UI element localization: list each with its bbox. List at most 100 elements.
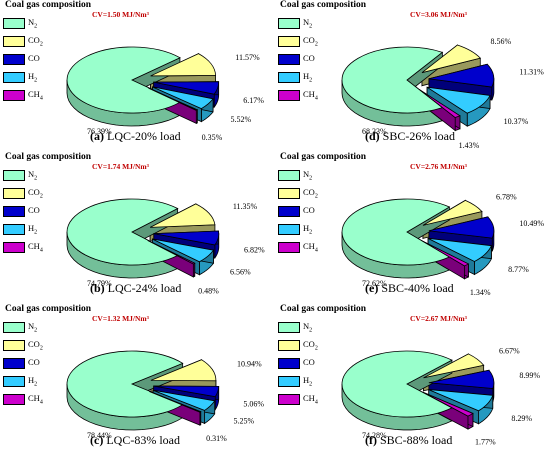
pie-slice [152, 238, 215, 263]
pie-data-label: 11.57% [235, 53, 260, 62]
legend-label: CH4 [303, 393, 318, 406]
legend-swatch [278, 18, 300, 29]
legend-label: H2 [303, 71, 313, 84]
legend-swatch [278, 358, 300, 369]
pie-slice [427, 237, 493, 262]
pie-data-label: 8.99% [519, 371, 540, 380]
legend-swatch [278, 206, 300, 217]
pie-data-label: 6.67% [499, 347, 520, 356]
legend-label: CO [28, 357, 40, 367]
chart-panel: 72.62% 6.78% 10.49% 8.77% 1.34% Coal gas comp… [275, 152, 550, 304]
legend-label: CO2 [303, 339, 318, 352]
pie-slice [149, 203, 216, 228]
pie-slice [66, 350, 184, 418]
panel-caption: (e) SBC-40% load [365, 281, 454, 295]
panel-caption: (f) SBC-88% load [365, 433, 453, 447]
pie-data-label: 0.35% [202, 133, 223, 142]
cv-label: CV=3.06 MJ/Nm³ [410, 10, 467, 19]
legend-swatch [3, 224, 25, 235]
pie-data-label: 11.31% [519, 67, 544, 76]
pie-slice [428, 389, 494, 412]
pie-data-label: 74.28% [362, 431, 387, 440]
pie-slice [149, 391, 202, 413]
pie-slice [153, 230, 220, 246]
legend-label: CO2 [303, 187, 318, 200]
pie-slice [150, 359, 217, 382]
legend-label: N2 [28, 17, 38, 30]
legend-label: N2 [28, 169, 38, 182]
pie-chart-svg: 76.39% 11.57% 6.17% 5.52% 0.35% [66, 46, 264, 142]
legend-label: CH4 [28, 393, 43, 406]
pie-data-label: 8.29% [511, 414, 532, 423]
legend-label: CH4 [28, 89, 43, 102]
legend-label: H2 [28, 375, 38, 388]
legend-swatch [278, 188, 300, 199]
legend-label: CO2 [28, 187, 43, 200]
legend-swatch [278, 322, 300, 333]
legend-title: Coal gas composition [5, 304, 92, 314]
chart-panel: 78.44% 10.94% 5.06% 5.25% 0.31% Coal gas comp… [0, 304, 275, 456]
legend-label: N2 [303, 17, 313, 30]
cv-label: CV=1.74 MJ/Nm³ [92, 162, 149, 171]
legend-swatch [3, 18, 25, 29]
pie-slice [428, 369, 495, 389]
pie-data-label: 6.78% [496, 192, 517, 201]
legend-label: CO2 [28, 35, 43, 48]
pie-slice [153, 81, 220, 95]
legend-swatch [3, 170, 25, 181]
pie-chart-svg: 74.79% 11.35% 6.82% 6.56% 0.48% [66, 198, 265, 296]
cv-label: CV=1.32 MJ/Nm³ [92, 314, 149, 323]
legend-title: Coal gas composition [280, 0, 367, 10]
pie-slice [423, 353, 485, 379]
legend-label: H2 [28, 71, 38, 84]
legend-swatch [3, 322, 25, 333]
chart-panel: 74.79% 11.35% 6.82% 6.56% 0.48% Coal gas comp… [0, 152, 275, 304]
legend-swatch [3, 90, 25, 101]
legend-label: CO2 [28, 339, 43, 352]
legend-label: CH4 [28, 241, 43, 254]
legend-label: CO [303, 205, 315, 215]
chart-panel: 74.28% 6.67% 8.99% 8.29% 1.77% Coal gas compo… [275, 304, 550, 456]
pie-slice [341, 350, 453, 418]
pie-data-label: 10.49% [519, 219, 544, 228]
pie-slice [152, 86, 214, 110]
legend-title: Coal gas composition [280, 304, 367, 314]
pie-data-label: 6.56% [230, 268, 251, 277]
legend-label: CO2 [303, 35, 318, 48]
legend-title: Coal gas composition [5, 152, 92, 162]
legend-label: CH4 [303, 241, 318, 254]
legend-swatch [3, 72, 25, 83]
legend-swatch [3, 206, 25, 217]
pie-data-label: 0.48% [198, 287, 219, 296]
pie-slice [419, 89, 461, 118]
legend-swatch [3, 188, 25, 199]
cv-label: CV=2.76 MJ/Nm³ [410, 162, 467, 171]
pie-slice [66, 46, 181, 114]
legend-swatch [278, 340, 300, 351]
legend-label: H2 [303, 223, 313, 236]
pie-data-label: 1.43% [459, 141, 480, 150]
pie-chart-svg: 74.28% 6.67% 8.99% 8.29% 1.77% [341, 347, 540, 447]
pie-slice [422, 199, 483, 226]
pie-data-label: 1.34% [470, 288, 491, 297]
chart-panel: 76.39% 11.57% 6.17% 5.52% 0.35% Coal gas comp… [0, 0, 275, 152]
legend-swatch [278, 90, 300, 101]
pie-slice [426, 86, 491, 114]
pie-slice [421, 44, 482, 74]
legend-label: N2 [303, 321, 313, 334]
panel-caption: (c) LQC-83% load [90, 433, 180, 447]
pie-chart-svg: 68.33% 8.56% 11.31% 10.37% 1.43% [341, 37, 544, 150]
legend-swatch [3, 340, 25, 351]
pie-slice [147, 240, 196, 265]
legend-title: Coal gas composition [280, 152, 367, 162]
legend-swatch [3, 36, 25, 47]
pie-slice [341, 198, 451, 266]
legend-swatch [278, 36, 300, 47]
pie-data-label: 76.39% [87, 127, 112, 136]
pie-data-label: 68.33% [362, 127, 387, 136]
legend-swatch [278, 54, 300, 65]
pie-data-label: 74.79% [87, 279, 112, 288]
pie-data-label: 5.52% [231, 115, 252, 124]
legend-swatch [278, 72, 300, 83]
